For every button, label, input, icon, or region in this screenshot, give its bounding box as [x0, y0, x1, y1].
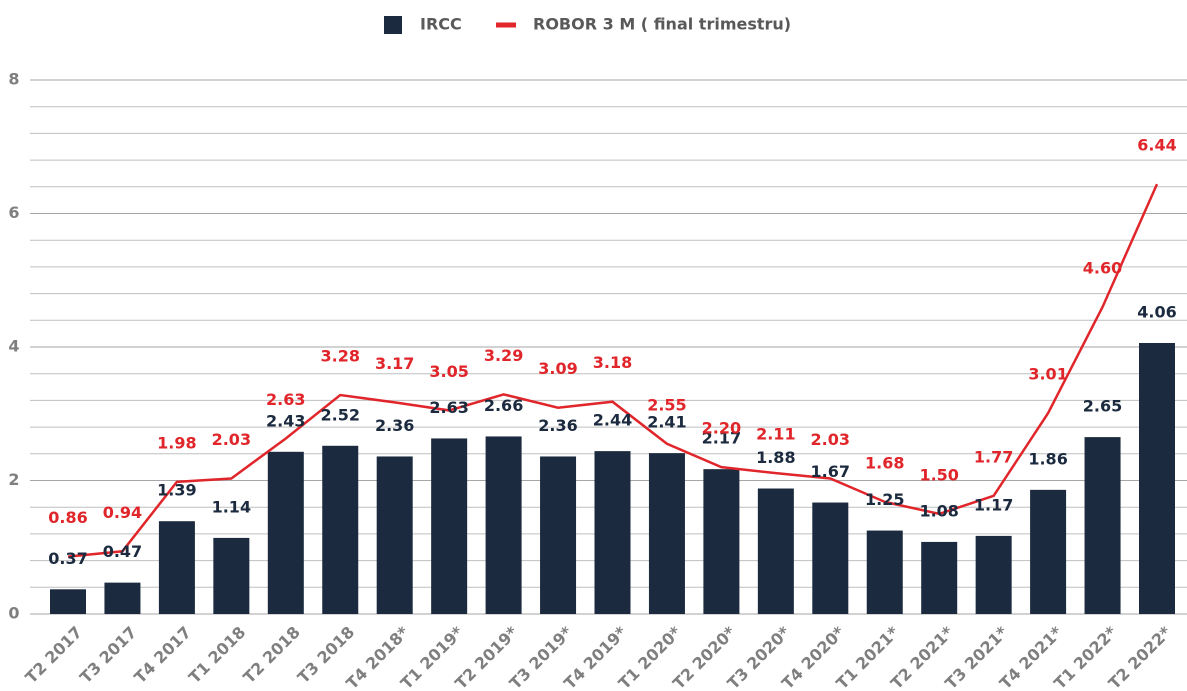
data-label: 2.41 — [647, 413, 686, 432]
data-label: 0.86 — [48, 508, 87, 527]
bar — [1030, 489, 1067, 614]
bar — [921, 541, 958, 614]
data-label: 1.86 — [1028, 449, 1067, 468]
data-label: 0.94 — [103, 503, 142, 522]
data-label: 1.68 — [865, 453, 904, 472]
bar — [757, 488, 794, 614]
x-tick-label: T4 2017 — [130, 623, 194, 687]
x-tick-label: T2 2018 — [239, 623, 303, 687]
y-tick-label: 2 — [8, 470, 19, 489]
data-label: 3.05 — [429, 362, 468, 381]
data-label: 3.28 — [321, 347, 360, 366]
bar — [485, 436, 522, 614]
bar — [213, 537, 250, 614]
data-label: 1.98 — [157, 433, 196, 452]
data-label: 2.63 — [266, 390, 305, 409]
data-label: 4.06 — [1137, 302, 1176, 321]
data-label: 2.36 — [538, 416, 577, 435]
bar — [322, 445, 359, 614]
data-label: 4.60 — [1083, 258, 1122, 277]
bar — [267, 451, 304, 614]
data-label: 1.25 — [865, 490, 904, 509]
bar — [1084, 437, 1121, 614]
bar — [376, 456, 413, 614]
data-label: 2.36 — [375, 416, 414, 435]
data-label: 3.29 — [484, 346, 523, 365]
data-label: 0.37 — [48, 549, 87, 568]
bar — [158, 521, 195, 614]
legend-label: ROBOR 3 M ( final trimestru) — [533, 15, 791, 34]
data-label: 1.08 — [919, 501, 958, 520]
bar — [540, 456, 577, 614]
bar — [431, 438, 468, 614]
data-label: 2.52 — [321, 405, 360, 424]
data-label: 2.20 — [702, 419, 741, 438]
bar — [648, 453, 685, 614]
x-tick-label: T1 2018 — [185, 623, 249, 687]
y-tick-label: 0 — [8, 604, 19, 623]
data-label: 2.66 — [484, 396, 523, 415]
bar — [104, 582, 141, 614]
bar — [1139, 342, 1175, 614]
bar — [50, 589, 86, 614]
data-label: 2.43 — [266, 411, 305, 430]
data-label: 3.09 — [538, 359, 577, 378]
bar — [866, 530, 903, 614]
data-label: 1.39 — [157, 481, 196, 500]
data-label: 2.63 — [429, 398, 468, 417]
data-label: 2.17 — [702, 429, 741, 448]
x-tick-label: T2 2017 — [22, 623, 86, 687]
x-tick-label: T3 2017 — [76, 623, 140, 687]
y-tick-label: 6 — [8, 203, 19, 222]
bar — [812, 502, 849, 614]
data-label: 0.47 — [103, 542, 142, 561]
data-label: 2.03 — [212, 430, 251, 449]
bar — [975, 535, 1012, 614]
y-tick-label: 4 — [8, 337, 19, 356]
data-label: 2.11 — [756, 425, 795, 444]
data-label: 3.01 — [1028, 365, 1067, 384]
data-label: 6.44 — [1137, 136, 1176, 155]
bar — [594, 451, 631, 614]
data-label: 1.77 — [974, 447, 1013, 466]
legend-label: IRCC — [420, 15, 462, 34]
bar — [703, 469, 740, 614]
data-label: 2.55 — [647, 395, 686, 414]
data-label: 1.67 — [811, 462, 850, 481]
y-tick-label: 8 — [8, 70, 19, 89]
legend-swatch — [384, 16, 402, 34]
data-label: 3.18 — [593, 353, 632, 372]
data-label: 1.14 — [212, 497, 251, 516]
data-label: 3.17 — [375, 354, 414, 373]
data-label: 1.17 — [974, 495, 1013, 514]
data-label: 2.65 — [1083, 397, 1122, 416]
data-label: 2.03 — [811, 430, 850, 449]
data-label: 2.44 — [593, 411, 632, 430]
line — [67, 183, 1159, 558]
data-label: 1.88 — [756, 448, 795, 467]
data-label: 1.50 — [919, 465, 958, 484]
